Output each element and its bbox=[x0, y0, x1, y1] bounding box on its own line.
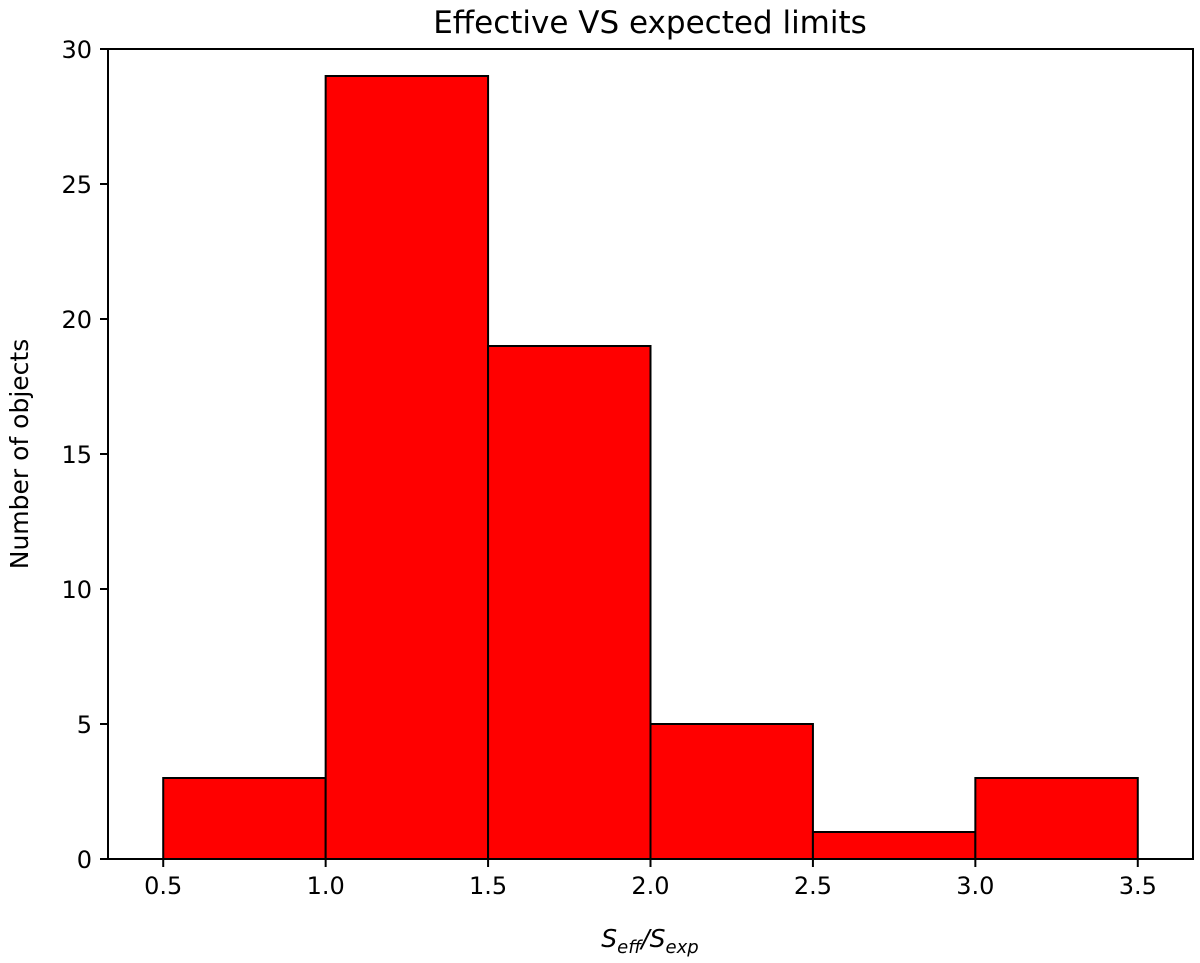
histogram-bar-2 bbox=[487, 345, 652, 860]
y-tick-label-2: 10 bbox=[61, 576, 92, 604]
x-axis-label-s2: S bbox=[650, 924, 666, 953]
y-tick-label-5: 25 bbox=[61, 171, 92, 199]
y-tick-label-4: 20 bbox=[61, 306, 92, 334]
x-tick-label-1: 1.0 bbox=[307, 872, 345, 900]
x-tick-label-2: 1.5 bbox=[469, 872, 507, 900]
x-axis-label: Seff/Sexp bbox=[601, 924, 698, 958]
x-axis-ticks: 0.5 1.0 1.5 2.0 2.5 3.0 3.5 bbox=[144, 859, 1157, 900]
histogram-bar-4 bbox=[811, 831, 977, 860]
histogram-bar-0 bbox=[162, 777, 327, 860]
x-axis-label-slash: / bbox=[639, 924, 652, 953]
x-tick-label-0: 0.5 bbox=[144, 872, 182, 900]
histogram-bar-1 bbox=[324, 75, 490, 860]
y-tick-label-1: 5 bbox=[77, 711, 92, 739]
histogram-bar-3 bbox=[649, 723, 814, 860]
y-axis-label: Number of objects bbox=[5, 339, 34, 569]
x-axis-label-s1: S bbox=[601, 924, 617, 953]
x-tick-label-5: 3.0 bbox=[956, 872, 994, 900]
histogram-bar-5 bbox=[974, 777, 1139, 860]
x-tick-label-6: 3.5 bbox=[1119, 872, 1157, 900]
y-tick-label-3: 15 bbox=[61, 441, 92, 469]
y-axis-ticks: 0 5 10 15 20 25 30 bbox=[61, 36, 108, 874]
chart-title: Effective VS expected limits bbox=[433, 5, 867, 41]
y-tick-label-6: 30 bbox=[61, 36, 92, 64]
y-tick-label-0: 0 bbox=[77, 846, 92, 874]
x-tick-label-4: 2.5 bbox=[794, 872, 832, 900]
x-axis-label-sub1: eff bbox=[617, 937, 643, 958]
x-tick-label-3: 2.0 bbox=[631, 872, 669, 900]
bars-group bbox=[162, 75, 1139, 860]
x-axis-label-sub2: exp bbox=[666, 937, 699, 958]
